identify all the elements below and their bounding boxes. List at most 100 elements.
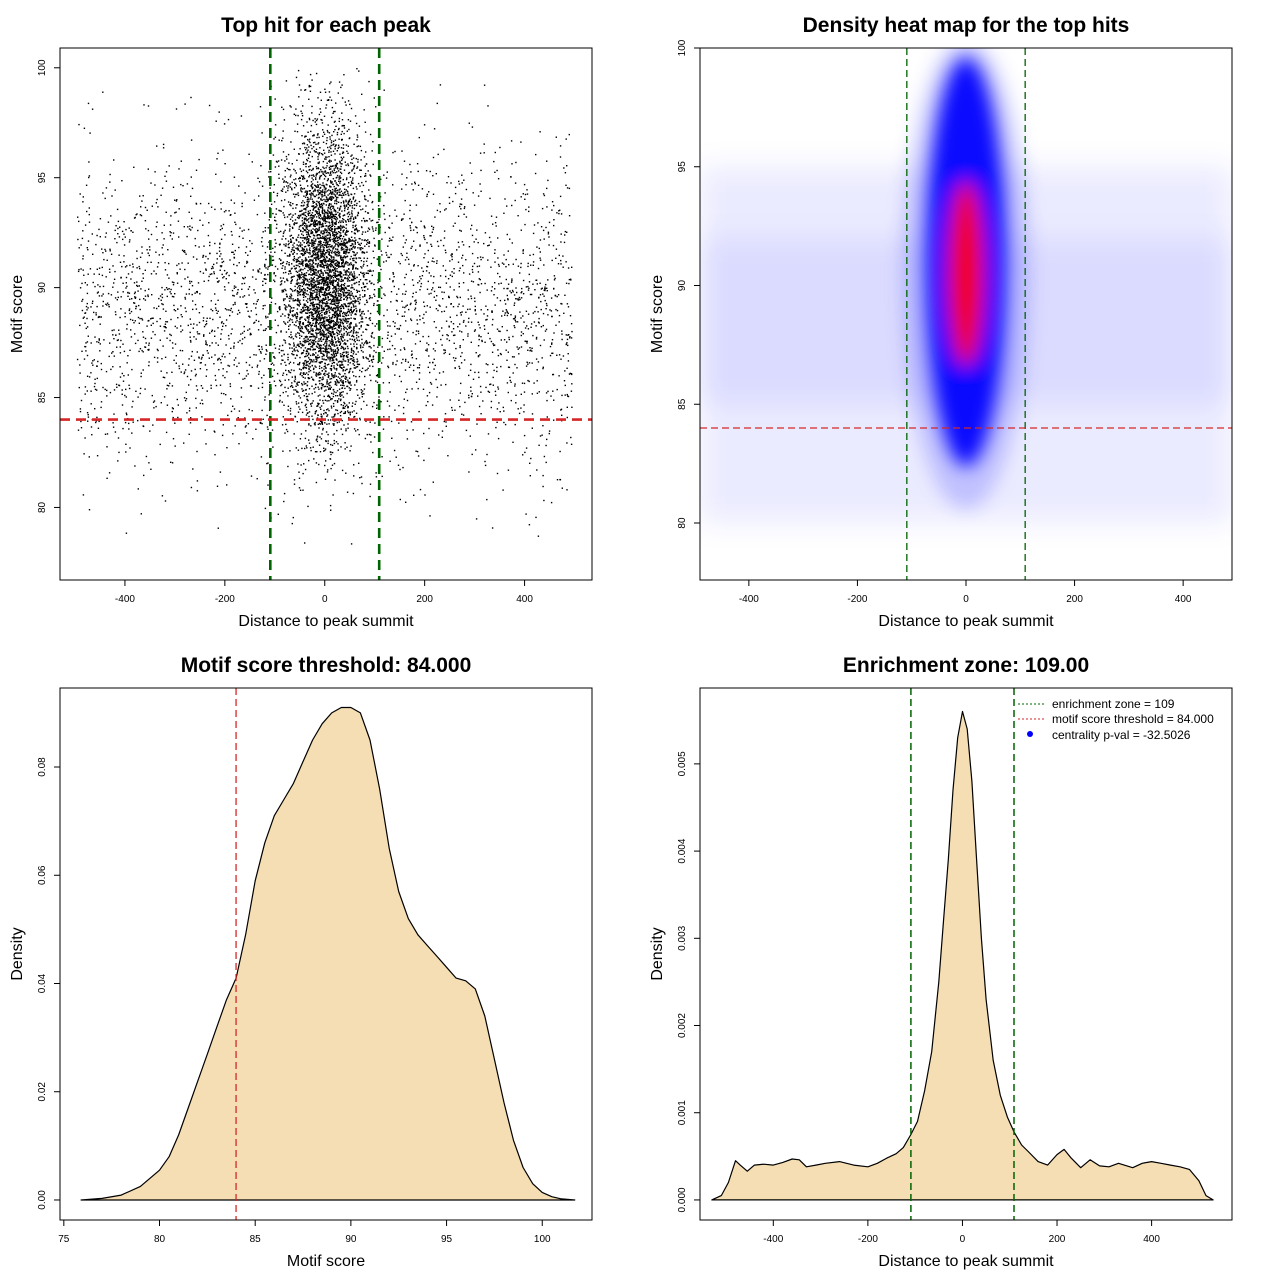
scatter-point [315, 284, 317, 286]
scatter-point [297, 384, 299, 386]
scatter-point [415, 249, 417, 251]
scatter-point [316, 417, 319, 419]
scatter-point [124, 236, 126, 238]
scatter-point [507, 366, 510, 368]
scatter-point [512, 335, 514, 338]
scatter-point [342, 369, 344, 371]
scatter-point [314, 291, 316, 293]
scatter-point [232, 433, 234, 435]
scatter-point [510, 140, 513, 142]
scatter-point [82, 196, 84, 198]
scatter-point [291, 522, 293, 525]
scatter-point [292, 276, 294, 278]
scatter-point [307, 210, 310, 212]
scatter-point [318, 226, 321, 228]
scatter-point [166, 288, 169, 291]
scatter-point [360, 159, 362, 161]
scatter-point [336, 131, 339, 134]
scatter-point [311, 174, 313, 177]
scatter-point [189, 225, 191, 227]
scatter-point [304, 325, 306, 328]
scatter-point [288, 185, 290, 187]
scatter-point [433, 290, 436, 293]
scatter-point [516, 321, 519, 323]
scatter-point [472, 281, 475, 283]
scatter-point [334, 301, 336, 303]
scatter-point [327, 419, 329, 421]
scatter-point [346, 274, 348, 276]
scatter-point [188, 288, 190, 291]
scatter-point [360, 324, 362, 327]
scatter-point [372, 356, 374, 358]
scatter-point [90, 390, 92, 392]
scatter-point [294, 376, 296, 378]
scatter-point [413, 265, 415, 267]
scatter-point [186, 235, 188, 238]
scatter-point [112, 334, 114, 336]
scatter-point [243, 330, 245, 333]
scatter-point [81, 282, 83, 285]
scatter-point [96, 341, 98, 343]
scatter-point [339, 324, 342, 327]
scatter-point [152, 424, 154, 426]
scatter-point [381, 346, 383, 348]
scatter-point [520, 393, 522, 395]
scatter-point [325, 271, 327, 274]
scatter-point [219, 229, 222, 231]
scatter-point [480, 190, 482, 192]
scatter-point [496, 421, 498, 423]
scatter-point [240, 396, 243, 398]
scatter-point [349, 303, 351, 305]
scatter-point [358, 257, 360, 259]
scatter-point [113, 389, 116, 391]
scatter-point [361, 338, 363, 341]
scatter-point [526, 193, 529, 195]
scatter-point [282, 265, 284, 267]
scatter-point [326, 249, 329, 251]
scatter-point [86, 412, 89, 414]
scatter-point [172, 232, 175, 234]
scatter-point [491, 310, 493, 312]
scatter-point [338, 338, 340, 341]
scatter-point [308, 415, 310, 418]
scatter-point [134, 297, 137, 299]
scatter-point [454, 186, 457, 189]
scatter-point [410, 171, 412, 173]
scatter-point [479, 354, 481, 356]
scatter-points [76, 68, 573, 545]
scatter-point [295, 336, 298, 338]
scatter-point [404, 311, 406, 313]
scatter-point [175, 355, 177, 357]
scatter-point [271, 326, 273, 329]
scatter-point [177, 416, 179, 419]
scatter-point [316, 321, 318, 324]
scatter-point [303, 176, 305, 179]
scatter-point [105, 276, 107, 278]
scatter-point [543, 264, 545, 266]
scatter-point [289, 213, 292, 215]
scatter-point [287, 243, 289, 246]
scatter-point [283, 500, 285, 503]
scatter-point [176, 282, 179, 284]
scatter-point [138, 265, 140, 268]
scatter-point [356, 339, 358, 341]
scatter-point [411, 350, 413, 352]
scatter-point [438, 330, 441, 332]
scatter-point [432, 361, 434, 364]
scatter-point [360, 249, 362, 251]
scatter-point [323, 322, 326, 324]
scatter-point [450, 303, 452, 305]
scatter-point [491, 286, 493, 288]
scatter-point [201, 306, 204, 308]
scatter-point [477, 355, 480, 357]
scatter-point [294, 219, 297, 221]
scatter-point [97, 291, 99, 293]
scatter-point [318, 463, 320, 466]
scatter-point [312, 319, 314, 322]
scatter-point [480, 391, 482, 393]
scatter-point [334, 263, 336, 266]
scatter-point [258, 195, 260, 197]
scatter-point [401, 300, 403, 302]
scatter-point [351, 411, 353, 413]
scatter-point [222, 325, 224, 327]
